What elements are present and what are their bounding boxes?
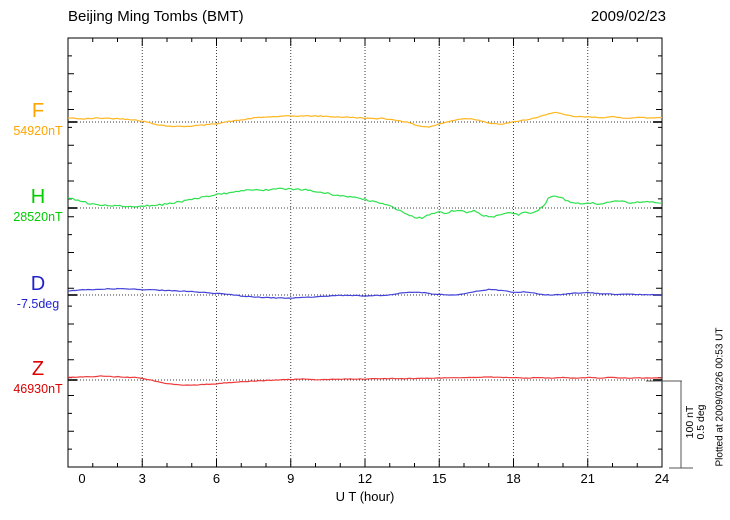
x-tick-label-0: 0 <box>78 471 86 486</box>
series-baseline-value-F: 54920nT <box>13 124 63 138</box>
trace-D <box>67 287 663 299</box>
x-tick-label-18: 18 <box>506 471 521 486</box>
series-letter-H: H <box>30 186 46 208</box>
x-tick-label-24: 24 <box>654 471 670 486</box>
series-label-F: F 54920nT <box>10 101 66 138</box>
x-tick-label-3: 3 <box>138 471 146 486</box>
observation-date: 2009/02/23 <box>590 8 666 25</box>
series-letter-Z: Z <box>31 358 45 380</box>
x-tick-label-21: 21 <box>580 471 595 486</box>
series-label-Z: Z 46930nT <box>10 359 66 396</box>
series-baseline-value-H: 28520nT <box>13 210 63 224</box>
station-title: Beijing Ming Tombs (BMT) <box>68 8 244 25</box>
x-tick-label-12: 12 <box>357 471 373 486</box>
trace-F <box>67 111 663 128</box>
scale-bar-deg-label: 0.5 deg <box>695 404 707 440</box>
x-tick-label-15: 15 <box>432 471 447 486</box>
trace-Z <box>67 375 663 386</box>
plot-timestamp-note: Plotted at 2009/03/26 00:53 UT <box>714 327 726 467</box>
plot-frame <box>67 37 663 468</box>
scale-bar-label: 100 nT 0.5 deg <box>684 396 707 448</box>
x-axis-title: U T (hour) <box>335 489 395 504</box>
series-baseline-value-D: -7.5deg <box>16 297 60 311</box>
series-baseline-value-Z: 46930nT <box>13 382 63 396</box>
series-letter-F: F <box>31 100 45 122</box>
x-tick-label-9: 9 <box>287 471 295 486</box>
trace-H <box>67 187 663 220</box>
series-label-H: H 28520nT <box>10 187 66 224</box>
x-tick-label-6: 6 <box>212 471 221 486</box>
series-label-D: D -7.5deg <box>10 274 66 311</box>
series-letter-D: D <box>30 273 46 295</box>
